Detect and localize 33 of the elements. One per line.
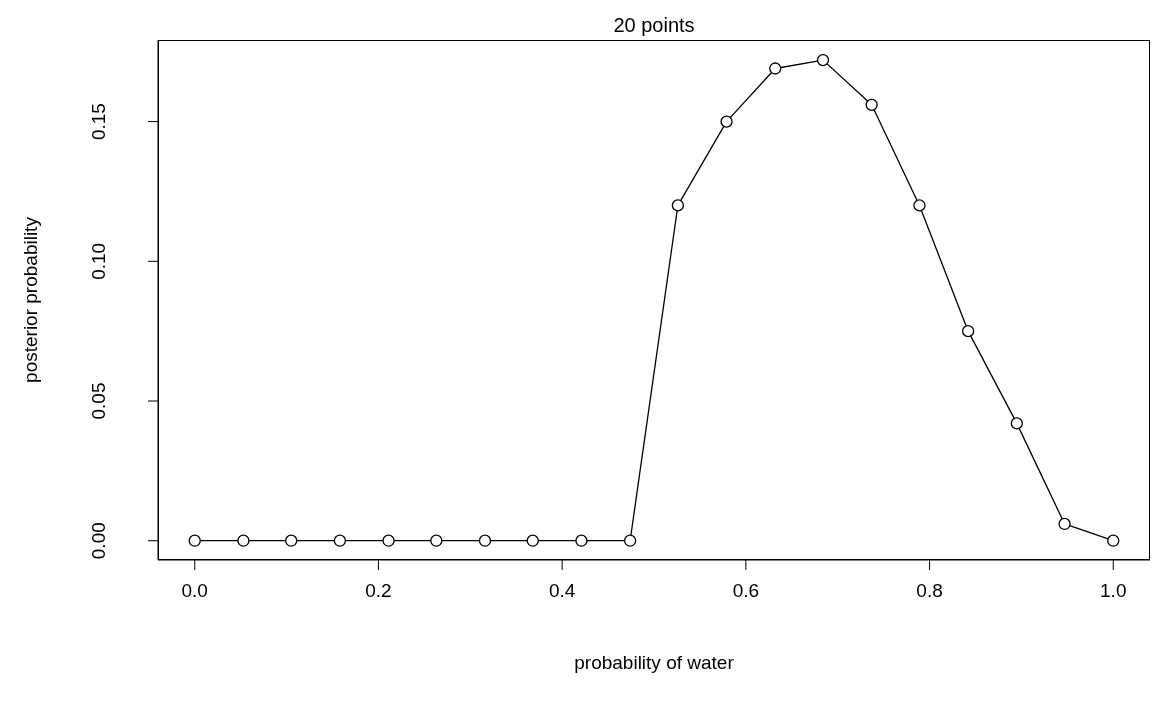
x-axis-title: probability of water	[574, 652, 735, 673]
chart-title: 20 points	[612, 14, 696, 37]
point	[188, 534, 201, 547]
point	[526, 534, 539, 547]
point	[430, 534, 443, 547]
x-tick-label: 0.8	[916, 580, 943, 602]
point	[1058, 517, 1071, 531]
point	[671, 199, 685, 212]
point	[769, 62, 782, 75]
point	[623, 534, 637, 547]
point	[1107, 534, 1120, 547]
x-tick-label: 0.6	[732, 580, 760, 602]
y-tick-label: 0.15	[88, 103, 109, 141]
y-axis-title: posterior probability	[19, 216, 41, 383]
point	[333, 534, 347, 547]
y-tick-label: 0.05	[88, 382, 109, 420]
point	[720, 115, 733, 128]
point	[285, 534, 298, 547]
point	[1010, 417, 1023, 430]
y-tick-label: 0.00	[88, 522, 109, 560]
point	[865, 98, 878, 111]
x-tick-label: 0.2	[365, 580, 392, 602]
point	[478, 534, 492, 547]
x-tick-label: 0.0	[181, 580, 208, 602]
point	[382, 534, 395, 547]
point	[913, 199, 926, 212]
point	[816, 53, 830, 67]
y-tick-label: 0.10	[88, 242, 109, 280]
point	[961, 325, 975, 338]
x-tick-label: 1.0	[1100, 580, 1127, 602]
point	[237, 534, 250, 547]
point	[575, 534, 588, 547]
x-tick-label: 0.4	[548, 580, 576, 602]
